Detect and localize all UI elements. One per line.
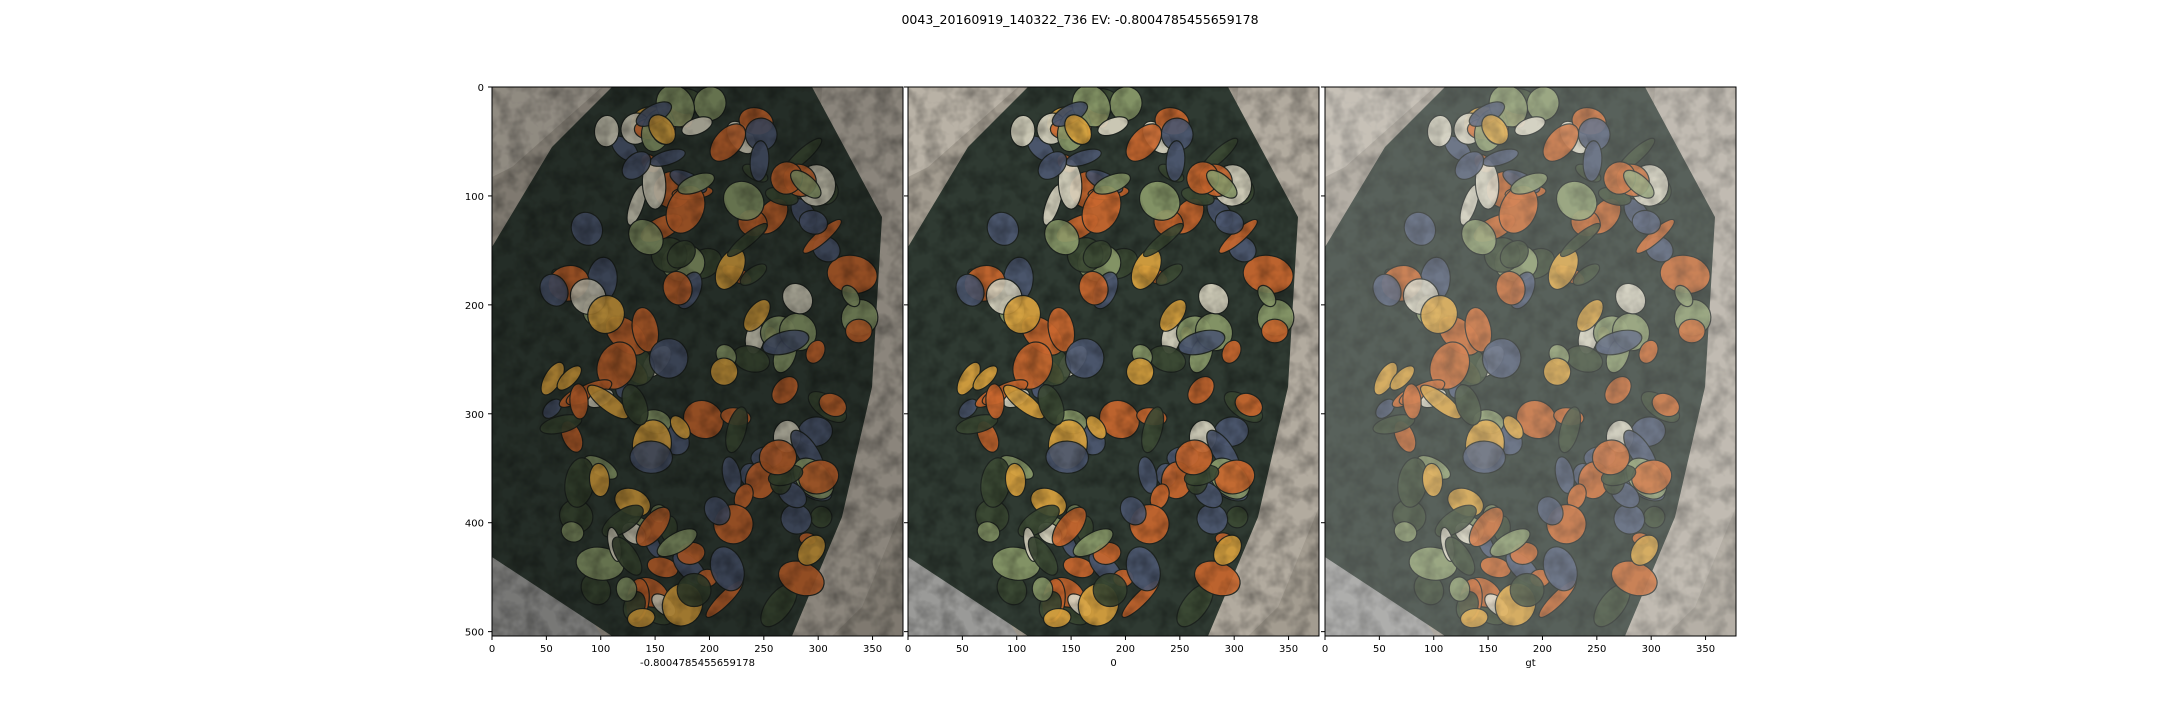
x-tick-label: 300 (1225, 644, 1244, 655)
x-tick-label: 250 (1170, 644, 1189, 655)
x-tick-label: 350 (1279, 644, 1298, 655)
panel-2: 0 50 100 150 200 250 300 350 0 (904, 78, 1320, 669)
x-tick-label: 300 (809, 644, 828, 655)
photo-p2 (908, 78, 1319, 636)
panel-1: 0 50 100 150 200 250 300 350 0 100 200 300 400 500 -0.… (465, 83, 904, 669)
figure-title: 0043_20160919_140322_736 EV: -0.80047854… (901, 12, 1258, 27)
y-tick-label: 200 (465, 301, 484, 312)
x-tick-label: 250 (1587, 644, 1606, 655)
x-tick-label: 100 (591, 644, 610, 655)
panel-3: 0 50 100 150 200 250 300 350 gt (1321, 86, 1737, 669)
y-tick-label: 0 (478, 83, 484, 94)
x-tick-label: 150 (1062, 644, 1081, 655)
x-tick-label: 100 (1007, 644, 1026, 655)
panel-xlabel: -0.8004785455659178 (640, 658, 755, 669)
x-tick-label: 50 (1373, 644, 1386, 655)
x-tick-label: 150 (646, 644, 665, 655)
x-tick-label: 250 (754, 644, 773, 655)
x-tick-label: 0 (489, 644, 495, 655)
panel-xlabel: 0 (1110, 658, 1116, 669)
x-tick-label: 350 (1696, 644, 1715, 655)
panel-xlabel: gt (1525, 658, 1535, 669)
x-tick-label: 0 (905, 644, 911, 655)
y-tick-label: 300 (465, 410, 484, 421)
axes-frame (491, 86, 904, 637)
x-tick-label: 100 (1424, 644, 1443, 655)
x-tick-label: 200 (1116, 644, 1135, 655)
x-tick-label: 50 (540, 644, 553, 655)
y-tick-label: 400 (465, 519, 484, 530)
x-tick-label: 350 (863, 644, 882, 655)
axes-frame (1324, 86, 1737, 637)
axes-frame (907, 86, 1320, 637)
x-tick-label: 150 (1479, 644, 1498, 655)
y-tick-label: 500 (465, 628, 484, 639)
photo-p1 (492, 87, 903, 636)
x-tick-label: 50 (956, 644, 969, 655)
y-tick-label: 100 (465, 192, 484, 203)
x-tick-label: 0 (1322, 644, 1328, 655)
x-tick-label: 200 (1533, 644, 1552, 655)
x-tick-label: 300 (1642, 644, 1661, 655)
photo-p3 (1325, 87, 1736, 636)
x-tick-label: 200 (700, 644, 719, 655)
